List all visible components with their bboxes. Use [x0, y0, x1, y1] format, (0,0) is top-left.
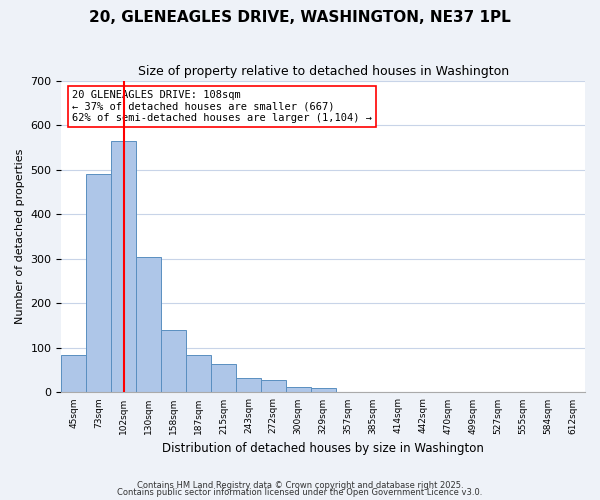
Bar [186, 354, 211, 393]
Title: Size of property relative to detached houses in Washington: Size of property relative to detached ho… [137, 65, 509, 78]
Bar [61, 356, 86, 393]
Bar [261, 380, 286, 392]
Bar [161, 330, 186, 392]
X-axis label: Distribution of detached houses by size in Washington: Distribution of detached houses by size … [162, 442, 484, 455]
Text: Contains public sector information licensed under the Open Government Licence v3: Contains public sector information licen… [118, 488, 482, 497]
Bar [236, 378, 261, 392]
Text: 20, GLENEAGLES DRIVE, WASHINGTON, NE37 1PL: 20, GLENEAGLES DRIVE, WASHINGTON, NE37 1… [89, 10, 511, 25]
Bar [211, 364, 236, 392]
Text: 20 GLENEAGLES DRIVE: 108sqm
← 37% of detached houses are smaller (667)
62% of se: 20 GLENEAGLES DRIVE: 108sqm ← 37% of det… [72, 90, 372, 123]
Bar [311, 388, 335, 392]
Bar [111, 140, 136, 392]
Bar [286, 387, 311, 392]
Bar [136, 256, 161, 392]
Bar [86, 174, 111, 392]
Y-axis label: Number of detached properties: Number of detached properties [15, 149, 25, 324]
Text: Contains HM Land Registry data © Crown copyright and database right 2025.: Contains HM Land Registry data © Crown c… [137, 480, 463, 490]
